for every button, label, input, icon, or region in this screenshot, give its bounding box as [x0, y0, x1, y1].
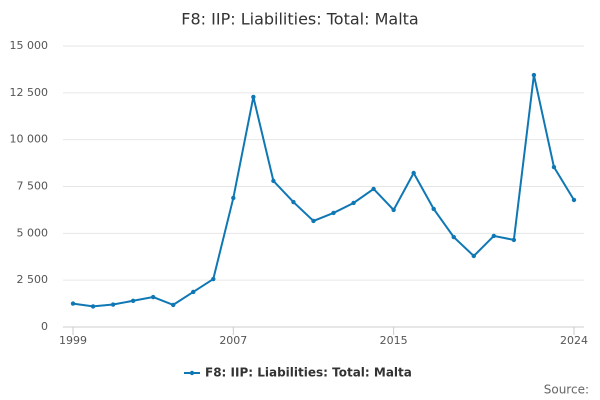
line — [72, 74, 575, 308]
y-tick-label: 15 000 — [10, 39, 49, 52]
y-tick-label: 7 500 — [17, 180, 49, 193]
point — [191, 289, 196, 295]
point — [251, 94, 256, 100]
point — [491, 233, 497, 239]
y-tick-label: 5 000 — [17, 226, 49, 239]
point — [551, 164, 557, 170]
source: Source: — [544, 383, 589, 397]
point — [110, 302, 116, 307]
point — [150, 294, 156, 300]
point — [471, 253, 476, 259]
y-tick-label: 12 500 — [10, 86, 49, 99]
point — [531, 72, 537, 78]
x-tick-label: 1999 — [59, 334, 87, 347]
point — [171, 302, 176, 308]
point — [211, 276, 216, 282]
point — [391, 207, 396, 213]
point — [291, 199, 296, 205]
point — [331, 210, 336, 216]
point — [411, 170, 416, 176]
point — [271, 178, 276, 184]
chart-title: F8: IIP: Liabilities: Total: Malta — [181, 10, 418, 29]
point — [231, 195, 236, 201]
point — [70, 301, 76, 306]
legend-marker — [189, 370, 195, 376]
y-tick-label: 2 500 — [17, 273, 49, 286]
point — [311, 218, 316, 224]
x-tick-label: 2024 — [560, 334, 588, 347]
point — [130, 298, 136, 303]
point — [90, 304, 96, 309]
legend-label: F8: IIP: Liabilities: Total: Malta — [205, 366, 412, 380]
y-tick-label: 0 — [41, 320, 48, 333]
point — [371, 186, 376, 192]
point — [431, 206, 436, 212]
x-tick-label: 2007 — [219, 334, 247, 347]
x-tick-label: 2015 — [380, 334, 408, 347]
point — [511, 237, 517, 243]
point — [571, 197, 577, 203]
point — [451, 234, 456, 240]
point — [351, 200, 356, 206]
y-tick-label: 10 000 — [10, 133, 49, 146]
